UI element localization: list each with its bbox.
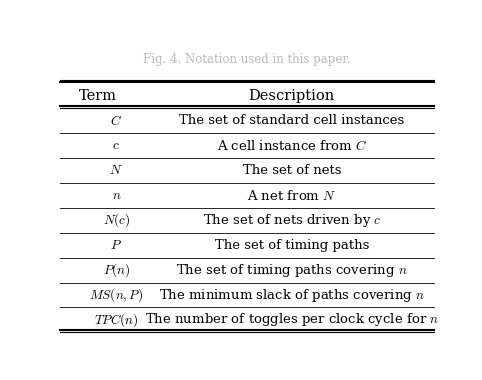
Text: The set of standard cell instances: The set of standard cell instances bbox=[179, 114, 404, 127]
Text: $N(c)$: $N(c)$ bbox=[103, 212, 130, 229]
Text: $P(n)$: $P(n)$ bbox=[103, 261, 130, 279]
Text: The set of nets driven by $c$: The set of nets driven by $c$ bbox=[202, 212, 381, 229]
Text: $MS(n, P)$: $MS(n, P)$ bbox=[89, 286, 144, 304]
Text: A net from $N$: A net from $N$ bbox=[247, 188, 336, 203]
Text: Fig. 4. Notation used in this paper.: Fig. 4. Notation used in this paper. bbox=[143, 53, 351, 66]
Text: The set of timing paths: The set of timing paths bbox=[214, 239, 369, 252]
Text: $c$: $c$ bbox=[112, 139, 120, 152]
Text: The number of toggles per clock cycle for $n$: The number of toggles per clock cycle fo… bbox=[145, 312, 439, 328]
Text: $TPC(n)$: $TPC(n)$ bbox=[94, 311, 138, 329]
Text: The set of nets: The set of nets bbox=[242, 164, 341, 177]
Text: A cell instance from $C$: A cell instance from $C$ bbox=[216, 139, 367, 153]
Text: $P$: $P$ bbox=[110, 239, 122, 252]
Text: Description: Description bbox=[249, 89, 335, 103]
Text: $C$: $C$ bbox=[110, 114, 122, 128]
Text: $N$: $N$ bbox=[109, 164, 123, 177]
Text: $n$: $n$ bbox=[111, 189, 121, 202]
Text: Term: Term bbox=[79, 89, 117, 103]
Text: The minimum slack of paths covering $n$: The minimum slack of paths covering $n$ bbox=[159, 287, 425, 304]
Text: The set of timing paths covering $n$: The set of timing paths covering $n$ bbox=[176, 262, 408, 279]
